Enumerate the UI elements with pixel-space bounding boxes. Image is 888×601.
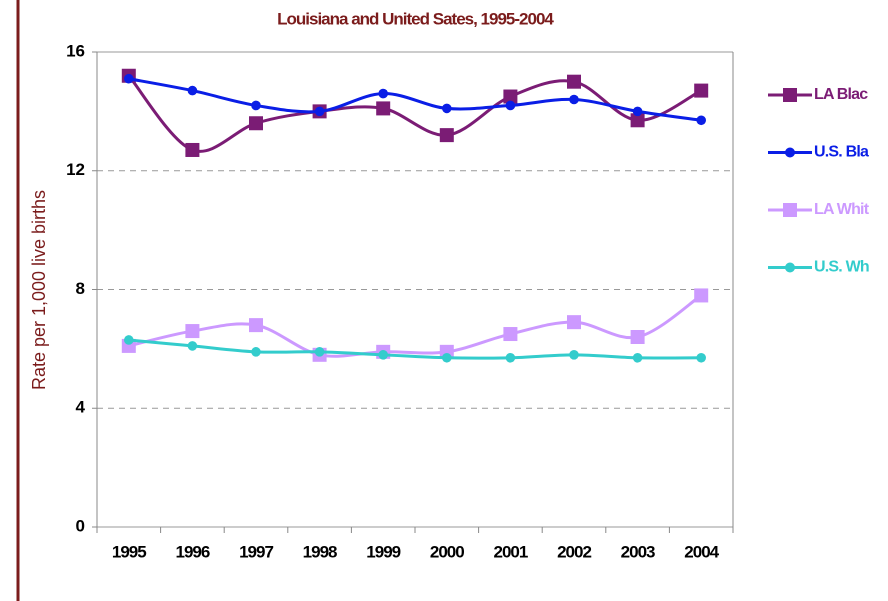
marker <box>251 347 261 357</box>
y-tick-label: 16 <box>66 41 85 60</box>
marker <box>567 74 581 89</box>
marker <box>567 315 581 330</box>
marker <box>314 347 325 357</box>
x-tick-label: 1999 <box>366 542 400 561</box>
series-line <box>128 294 703 358</box>
y-tick-label: 0 <box>76 516 85 535</box>
marker <box>569 350 579 360</box>
chart-title: Louisiana and United Sates, 1995-2004 <box>277 9 554 28</box>
marker <box>442 352 452 363</box>
y-tick-label: 12 <box>66 160 85 179</box>
marker <box>124 73 134 84</box>
series-line <box>128 338 702 360</box>
marker <box>503 89 518 104</box>
marker <box>505 352 516 363</box>
marker <box>124 335 134 345</box>
legend-label: U.S. Wh <box>814 259 869 276</box>
marker <box>632 352 643 363</box>
marker <box>185 142 200 157</box>
series-line <box>127 74 702 153</box>
marker <box>378 88 389 99</box>
marker <box>505 100 516 111</box>
series-line <box>128 77 702 122</box>
marker <box>185 324 200 339</box>
y-tick-label: 4 <box>76 398 86 417</box>
marker <box>187 85 198 96</box>
marker <box>249 116 263 131</box>
marker <box>251 100 261 111</box>
x-tick-label: 2003 <box>621 542 655 561</box>
x-tick-label: 1997 <box>239 542 273 561</box>
marker <box>503 327 518 342</box>
y-tick-label: 8 <box>76 279 85 298</box>
marker <box>187 341 198 351</box>
x-tick-label: 1998 <box>303 542 337 561</box>
marker <box>694 83 709 98</box>
marker <box>442 103 452 114</box>
marker <box>569 94 579 105</box>
legend-label: LA Blac <box>814 86 868 103</box>
x-tick-label: 1995 <box>112 542 146 561</box>
marker <box>376 101 391 116</box>
marker <box>696 115 706 126</box>
marker <box>632 106 643 117</box>
legend-label: U.S. Bla <box>814 144 869 161</box>
marker <box>630 113 645 128</box>
legend-marker <box>783 88 797 102</box>
marker <box>249 318 263 333</box>
legend-label: LA Whit <box>814 201 870 218</box>
marker <box>439 128 454 143</box>
x-tick-label: 1996 <box>175 542 209 561</box>
x-tick-label: 2001 <box>493 542 527 561</box>
marker <box>694 288 709 303</box>
legend-marker <box>785 147 795 158</box>
marker <box>630 330 645 344</box>
marker <box>696 352 706 363</box>
marker <box>314 106 325 117</box>
x-tick-label: 2004 <box>684 542 719 561</box>
marker <box>378 350 389 360</box>
legend-marker <box>783 203 797 217</box>
y-axis-label: Rate per 1,000 live births <box>29 190 49 390</box>
x-tick-label: 2002 <box>557 542 591 561</box>
legend-marker <box>785 262 795 273</box>
x-tick-label: 2000 <box>430 542 464 561</box>
